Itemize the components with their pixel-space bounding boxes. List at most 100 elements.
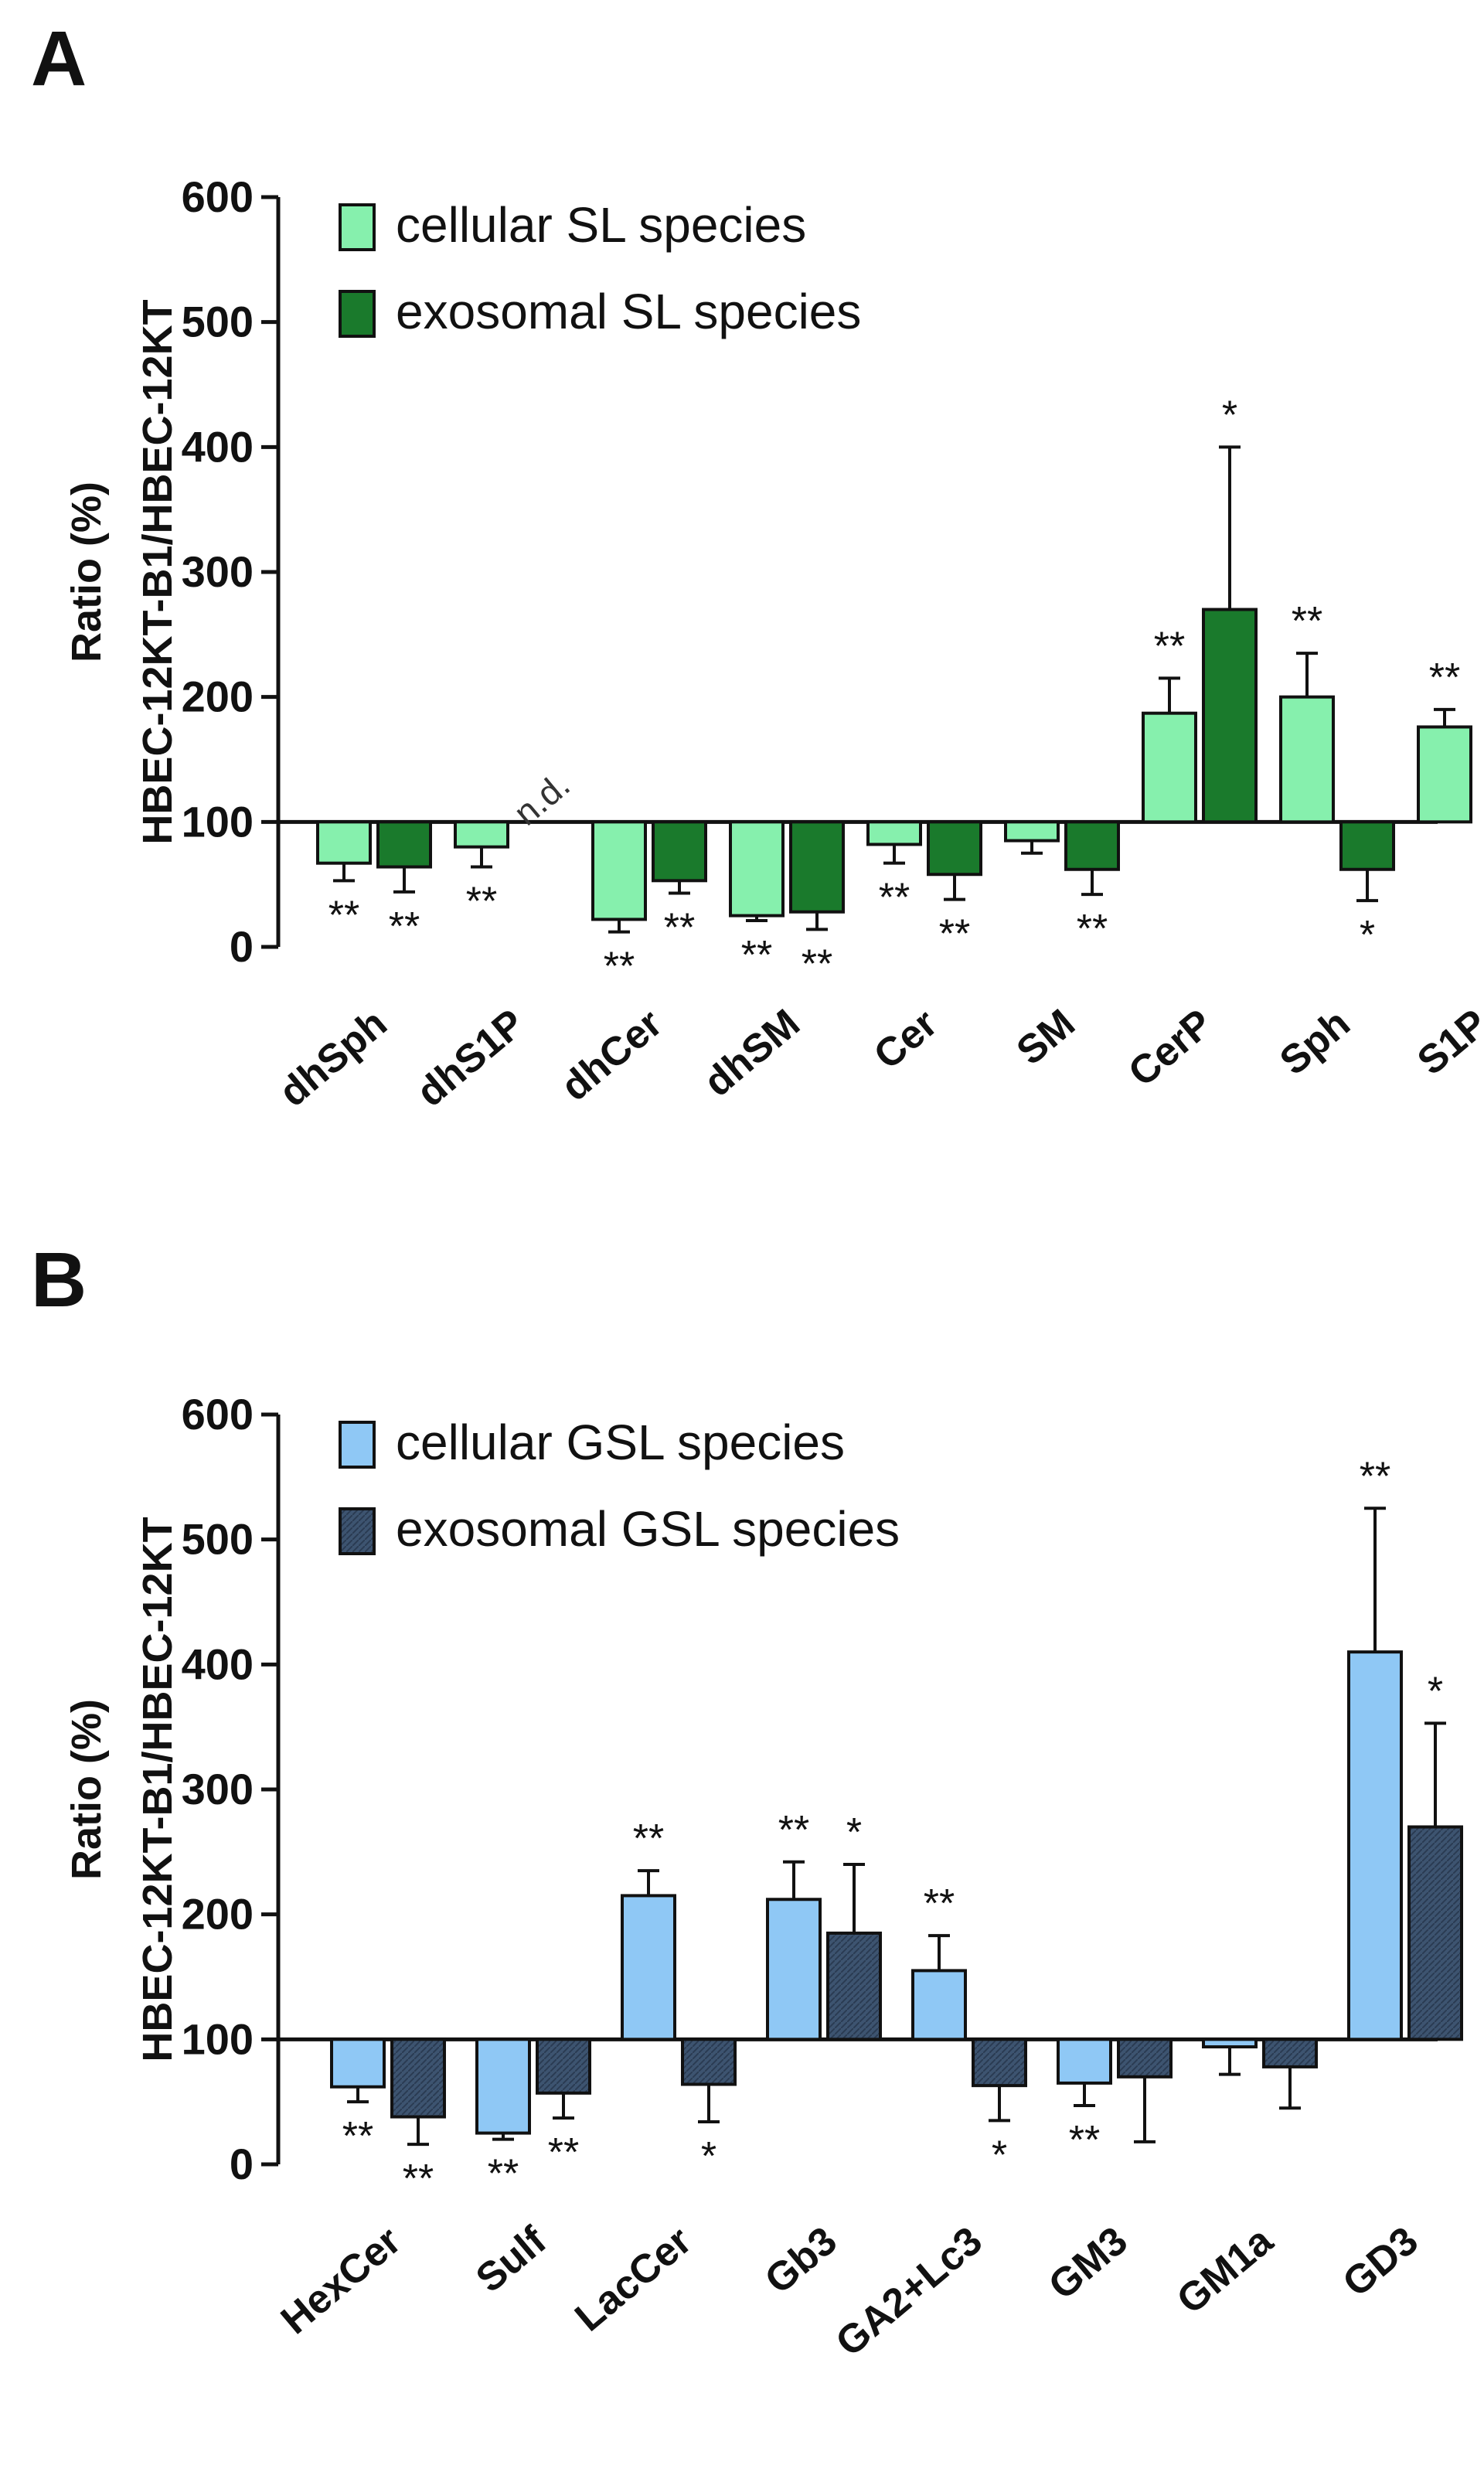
significance-label: * [1222, 393, 1237, 438]
x-category-label: S1P [1409, 1001, 1484, 1084]
y-tick-label: 200 [182, 1890, 254, 1939]
bar-cellular [1347, 1650, 1403, 2041]
legend-swatch [339, 1507, 376, 1555]
bar-cellular [316, 820, 372, 865]
bar-cellular [330, 2038, 386, 2089]
significance-label: ** [548, 2130, 579, 2175]
significance-label: * [1360, 913, 1375, 958]
significance-label: ** [328, 893, 359, 938]
x-category-label: SM [1009, 1001, 1084, 1074]
significance-label: ** [1154, 624, 1185, 669]
legend-swatch [339, 1421, 376, 1469]
bar-exosomal [1262, 2038, 1318, 2068]
panel-b-y-axis-label: Ratio (%) HBEC-12KT-B1/HBEC-12KT [63, 1517, 181, 2062]
x-category-label: Sph [1271, 1001, 1359, 1084]
significance-label: ** [664, 905, 695, 950]
bar-exosomal [972, 2038, 1027, 2088]
bar-exosomal [536, 2038, 591, 2095]
x-category-label: dhS1P [408, 1001, 533, 1115]
bar-cellular [1202, 2038, 1258, 2049]
significance-label: ** [403, 2157, 434, 2201]
legend-label: exosomal SL species [396, 284, 861, 339]
x-category-label: GM3 [1040, 2218, 1136, 2309]
significance-label: ** [939, 912, 970, 957]
panel-b-letter: B [31, 1237, 87, 1323]
x-category-label: dhCer [553, 1001, 670, 1110]
significance-label: ** [1429, 655, 1460, 700]
bar-cellular [1004, 820, 1060, 843]
bar-cellular [729, 820, 785, 918]
bar-exosomal [927, 820, 982, 877]
x-category-label: GA2+Lc3 [828, 2218, 991, 2365]
bar-cellular [591, 820, 647, 921]
panel-a-letter: A [31, 15, 87, 102]
bar-cellular [766, 1898, 822, 2041]
bar-exosomal [376, 820, 432, 869]
significance-label: ** [802, 941, 832, 986]
x-category-label: HexCer [273, 2218, 410, 2343]
y-tick-label: 100 [182, 797, 254, 846]
bar-exosomal [390, 2038, 446, 2119]
y-tick-label: 600 [182, 172, 254, 221]
y-tick-label: 300 [182, 1765, 254, 1813]
x-category-label: GM1a [1169, 2218, 1282, 2323]
significance-label: ** [1360, 1454, 1390, 1499]
significance-label: ** [604, 945, 635, 989]
y-axis-label-line: Ratio (%) [63, 1699, 110, 1880]
y-tick-label: 200 [182, 672, 254, 721]
y-tick-label: 500 [182, 1515, 254, 1564]
y-tick-label: 0 [230, 2140, 254, 2188]
significance-label: ** [741, 933, 772, 978]
x-category-label: CerP [1120, 1001, 1220, 1095]
legend-swatch [339, 203, 376, 251]
y-tick-label: 400 [182, 422, 254, 471]
y-axis-label-line: HBEC-12KT-B1/HBEC-12KT [134, 299, 181, 844]
legend-swatch [339, 290, 376, 338]
bar-exosomal [652, 820, 707, 883]
bar-cellular [621, 1894, 676, 2041]
significance-label: ** [879, 876, 910, 921]
bar-exosomal [1339, 820, 1395, 871]
x-category-label: dhSM [696, 1001, 808, 1105]
panel-a-y-axis-label: Ratio (%) HBEC-12KT-B1/HBEC-12KT [63, 299, 181, 844]
significance-label: ** [342, 2114, 373, 2159]
panel-a-legend: cellular SL species exosomal SL species [339, 197, 861, 339]
significance-label: ** [466, 880, 497, 924]
x-category-label: Gb3 [757, 2218, 846, 2303]
legend-label: exosomal GSL species [396, 1501, 900, 1557]
panel-a: A Ratio (%) HBEC-12KT-B1/HBEC-12KT 0 100 20… [31, 15, 1484, 1115]
y-axis-label-line: Ratio (%) [63, 482, 110, 662]
bar-exosomal [1407, 1825, 1463, 2041]
significance-label: ** [488, 2152, 519, 2197]
bar-cellular [1417, 725, 1472, 824]
x-category-label: dhSph [271, 1001, 396, 1115]
significance-label: ** [1069, 2118, 1100, 2163]
panel-a-bars: ** ****n.d.****** ****** ********** [316, 393, 1472, 989]
y-tick-label: 500 [182, 298, 254, 346]
x-category-label: LacCer [567, 2218, 699, 2341]
significance-label: * [992, 2133, 1007, 2177]
panel-b: B Ratio (%) HBEC-12KT-B1/HBEC-12KT 0 100 20… [31, 1237, 1463, 2365]
bar-exosomal [1064, 820, 1120, 871]
bar-exosomal [789, 820, 845, 914]
significance-label: ** [1292, 599, 1322, 644]
bar-exosomal [826, 1931, 882, 2041]
panel-b-legend: cellular GSL species exosomal GSL species [339, 1415, 900, 1557]
significance-label: ** [778, 1808, 809, 1853]
bar-cellular [1142, 711, 1197, 824]
significance-label: ** [389, 904, 420, 949]
bar-cellular [1057, 2038, 1112, 2085]
y-tick-label: 400 [182, 1639, 254, 1688]
y-tick-label: 100 [182, 2014, 254, 2063]
bar-exosomal [681, 2038, 737, 2086]
legend-label: cellular GSL species [396, 1415, 845, 1470]
significance-label: * [846, 1810, 862, 1855]
significance-label: ** [1077, 907, 1108, 952]
y-tick-label: 0 [230, 922, 254, 971]
y-tick-label: 300 [182, 547, 254, 596]
legend-label: cellular SL species [396, 197, 806, 253]
significance-label: * [701, 2134, 716, 2179]
significance-label: ** [633, 1816, 664, 1861]
y-axis-label-line: HBEC-12KT-B1/HBEC-12KT [134, 1517, 181, 2062]
